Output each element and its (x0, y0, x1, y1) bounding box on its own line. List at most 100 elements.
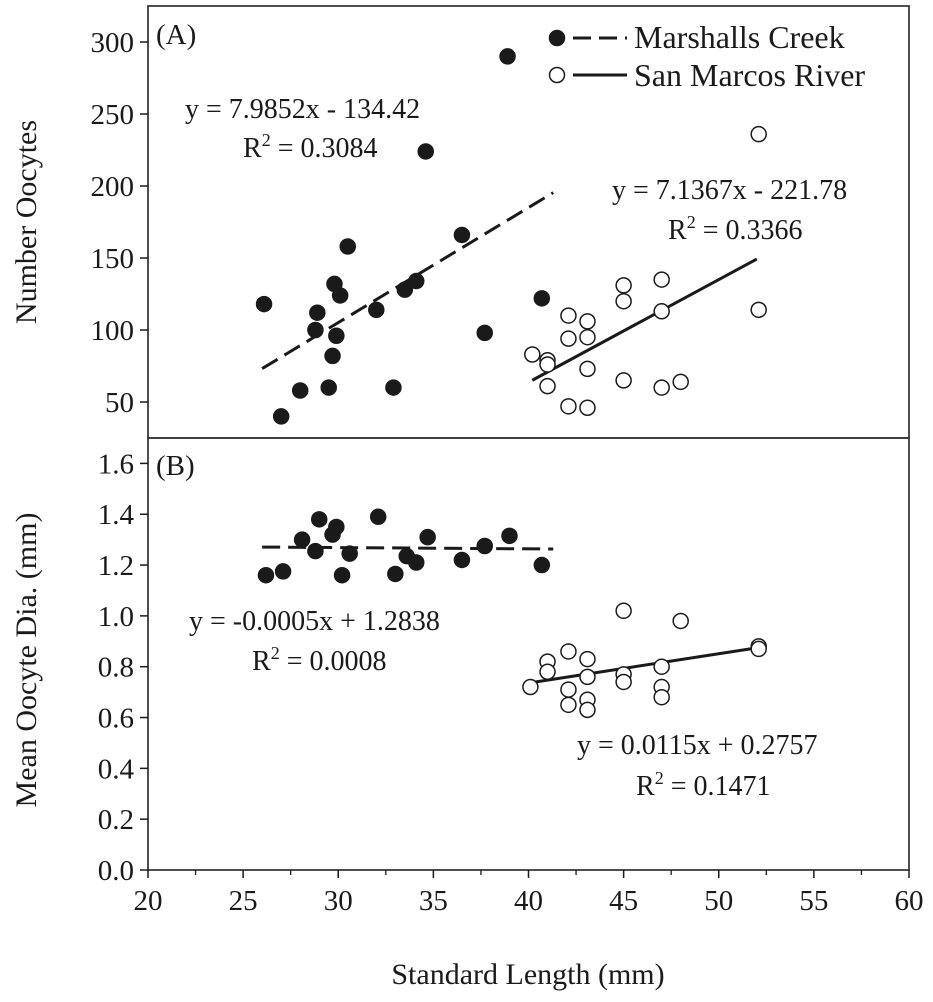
point-marshalls (408, 554, 425, 571)
panel-a-points (255, 48, 767, 425)
point-marshalls (310, 511, 328, 528)
x-tick-label: 40 (514, 885, 543, 917)
x-tick-label: 25 (229, 885, 258, 917)
panel-b-x-axis: 20 25 30 35 40 45 50 55 60 (134, 870, 924, 917)
x-tick-label: 45 (609, 885, 638, 917)
point-marshalls (385, 379, 402, 396)
panel-a-r2-marshalls: R2 = 0.3084 (243, 130, 377, 164)
legend-label-sanmarcos: San Marcos River (634, 57, 865, 93)
y-tick-label: 1.0 (98, 601, 134, 633)
point-marshalls (476, 537, 493, 555)
point-marshalls (501, 527, 518, 545)
y-tick-label: 50 (105, 387, 134, 419)
y-tick-label: 150 (91, 243, 135, 275)
point-sanmarcos (560, 398, 577, 415)
point-marshalls (533, 556, 551, 574)
point-marshalls (387, 565, 404, 583)
r2-prefix: R (252, 646, 271, 677)
point-sanmarcos (579, 668, 596, 686)
y-tick-label: 0.4 (98, 753, 135, 785)
point-sanmarcos (653, 303, 670, 320)
point-sanmarcos (579, 313, 596, 330)
point-marshalls (419, 528, 436, 546)
y-tick-label: 1.2 (98, 550, 134, 582)
point-marshalls (328, 327, 345, 345)
panel-b-y-axis-title: Mean Oocyte Dia. (mm) (10, 513, 43, 808)
r2-value: = 0.3366 (696, 215, 803, 246)
point-marshalls (453, 551, 471, 569)
y-tick-label: 1.6 (98, 448, 134, 480)
point-sanmarcos (615, 277, 632, 294)
panel-a-equation-marshalls: y = 7.9852x - 134.42 (185, 94, 420, 125)
point-marshalls (339, 238, 357, 255)
x-tick-label: 35 (419, 885, 448, 917)
y-tick-label: 100 (91, 315, 135, 347)
point-marshalls (307, 321, 324, 339)
point-sanmarcos (653, 658, 670, 675)
point-marshalls (499, 48, 516, 65)
panel-a-label: (A) (156, 19, 196, 51)
y-tick-label: 0.6 (98, 703, 134, 735)
legend: Marshalls Creek San Marcos River (548, 19, 865, 93)
point-sanmarcos (750, 640, 767, 658)
panel-a-r2-sanmarcos: R2 = 0.3366 (668, 212, 802, 246)
point-marshalls (324, 347, 341, 365)
point-sanmarcos (579, 328, 596, 346)
r2-prefix: R (243, 133, 262, 164)
y-tick-label: 0.8 (98, 652, 134, 684)
point-sanmarcos (560, 307, 577, 324)
r2-value: = 0.0008 (280, 646, 387, 677)
panel-a-y-axis: 50 100 150 200 250 300 (91, 27, 148, 419)
point-sanmarcos (539, 377, 556, 395)
y-tick-label: 200 (91, 171, 135, 203)
point-sanmarcos (672, 373, 689, 391)
point-sanmarcos (579, 650, 596, 668)
x-tick-label: 60 (895, 885, 924, 917)
point-marshalls (272, 408, 290, 425)
point-marshalls (453, 226, 471, 244)
point-marshalls (417, 143, 435, 160)
panel-b-r2-marshalls: R2 = 0.0008 (252, 643, 386, 677)
x-tick-label: 20 (134, 885, 163, 917)
r2-prefix: R (636, 771, 655, 802)
point-sanmarcos (615, 372, 632, 389)
point-marshalls (293, 531, 311, 548)
panel-b-equation-sanmarcos: y = 0.0115x + 0.2757 (577, 730, 818, 761)
legend-open-marker (548, 66, 566, 84)
point-marshalls (408, 272, 425, 290)
x-axis-title: Standard Length (mm) (391, 958, 664, 991)
fit-line-marshalls (261, 191, 555, 370)
point-marshalls (368, 301, 385, 319)
r2-superscript: 2 (271, 643, 280, 663)
point-marshalls (291, 382, 309, 399)
point-marshalls (533, 290, 551, 307)
panel-b-points (257, 508, 767, 719)
point-sanmarcos (750, 301, 767, 319)
r2-value: = 0.3084 (271, 133, 378, 164)
point-sanmarcos (653, 379, 670, 396)
point-marshalls (274, 563, 292, 580)
point-marshalls (476, 324, 493, 342)
fit-line-sanmarcos (530, 646, 758, 685)
point-sanmarcos (560, 681, 577, 698)
point-marshalls (328, 518, 345, 536)
point-sanmarcos (539, 663, 556, 681)
y-tick-label: 300 (91, 27, 135, 59)
legend-filled-marker (548, 29, 566, 47)
point-marshalls (333, 566, 351, 584)
point-sanmarcos (653, 271, 670, 288)
r2-superscript: 2 (262, 130, 271, 150)
point-sanmarcos (579, 701, 596, 719)
point-sanmarcos (750, 125, 767, 143)
panel-a-y-axis-title: Number Oocytes (10, 120, 43, 324)
fit-line-sanmarcos (531, 257, 758, 382)
point-marshalls (341, 545, 358, 562)
panel-a: (A) 50 100 150 200 250 300 y = 7.9852x - 134.… (10, 5, 910, 439)
point-sanmarcos (524, 346, 541, 363)
r2-superscript: 2 (687, 212, 696, 232)
point-sanmarcos (560, 696, 577, 714)
panel-b-y-axis: 0.0 0.2 0.4 0.6 0.8 1.0 1.2 1.4 1.6 (98, 448, 148, 887)
point-sanmarcos (672, 612, 689, 630)
